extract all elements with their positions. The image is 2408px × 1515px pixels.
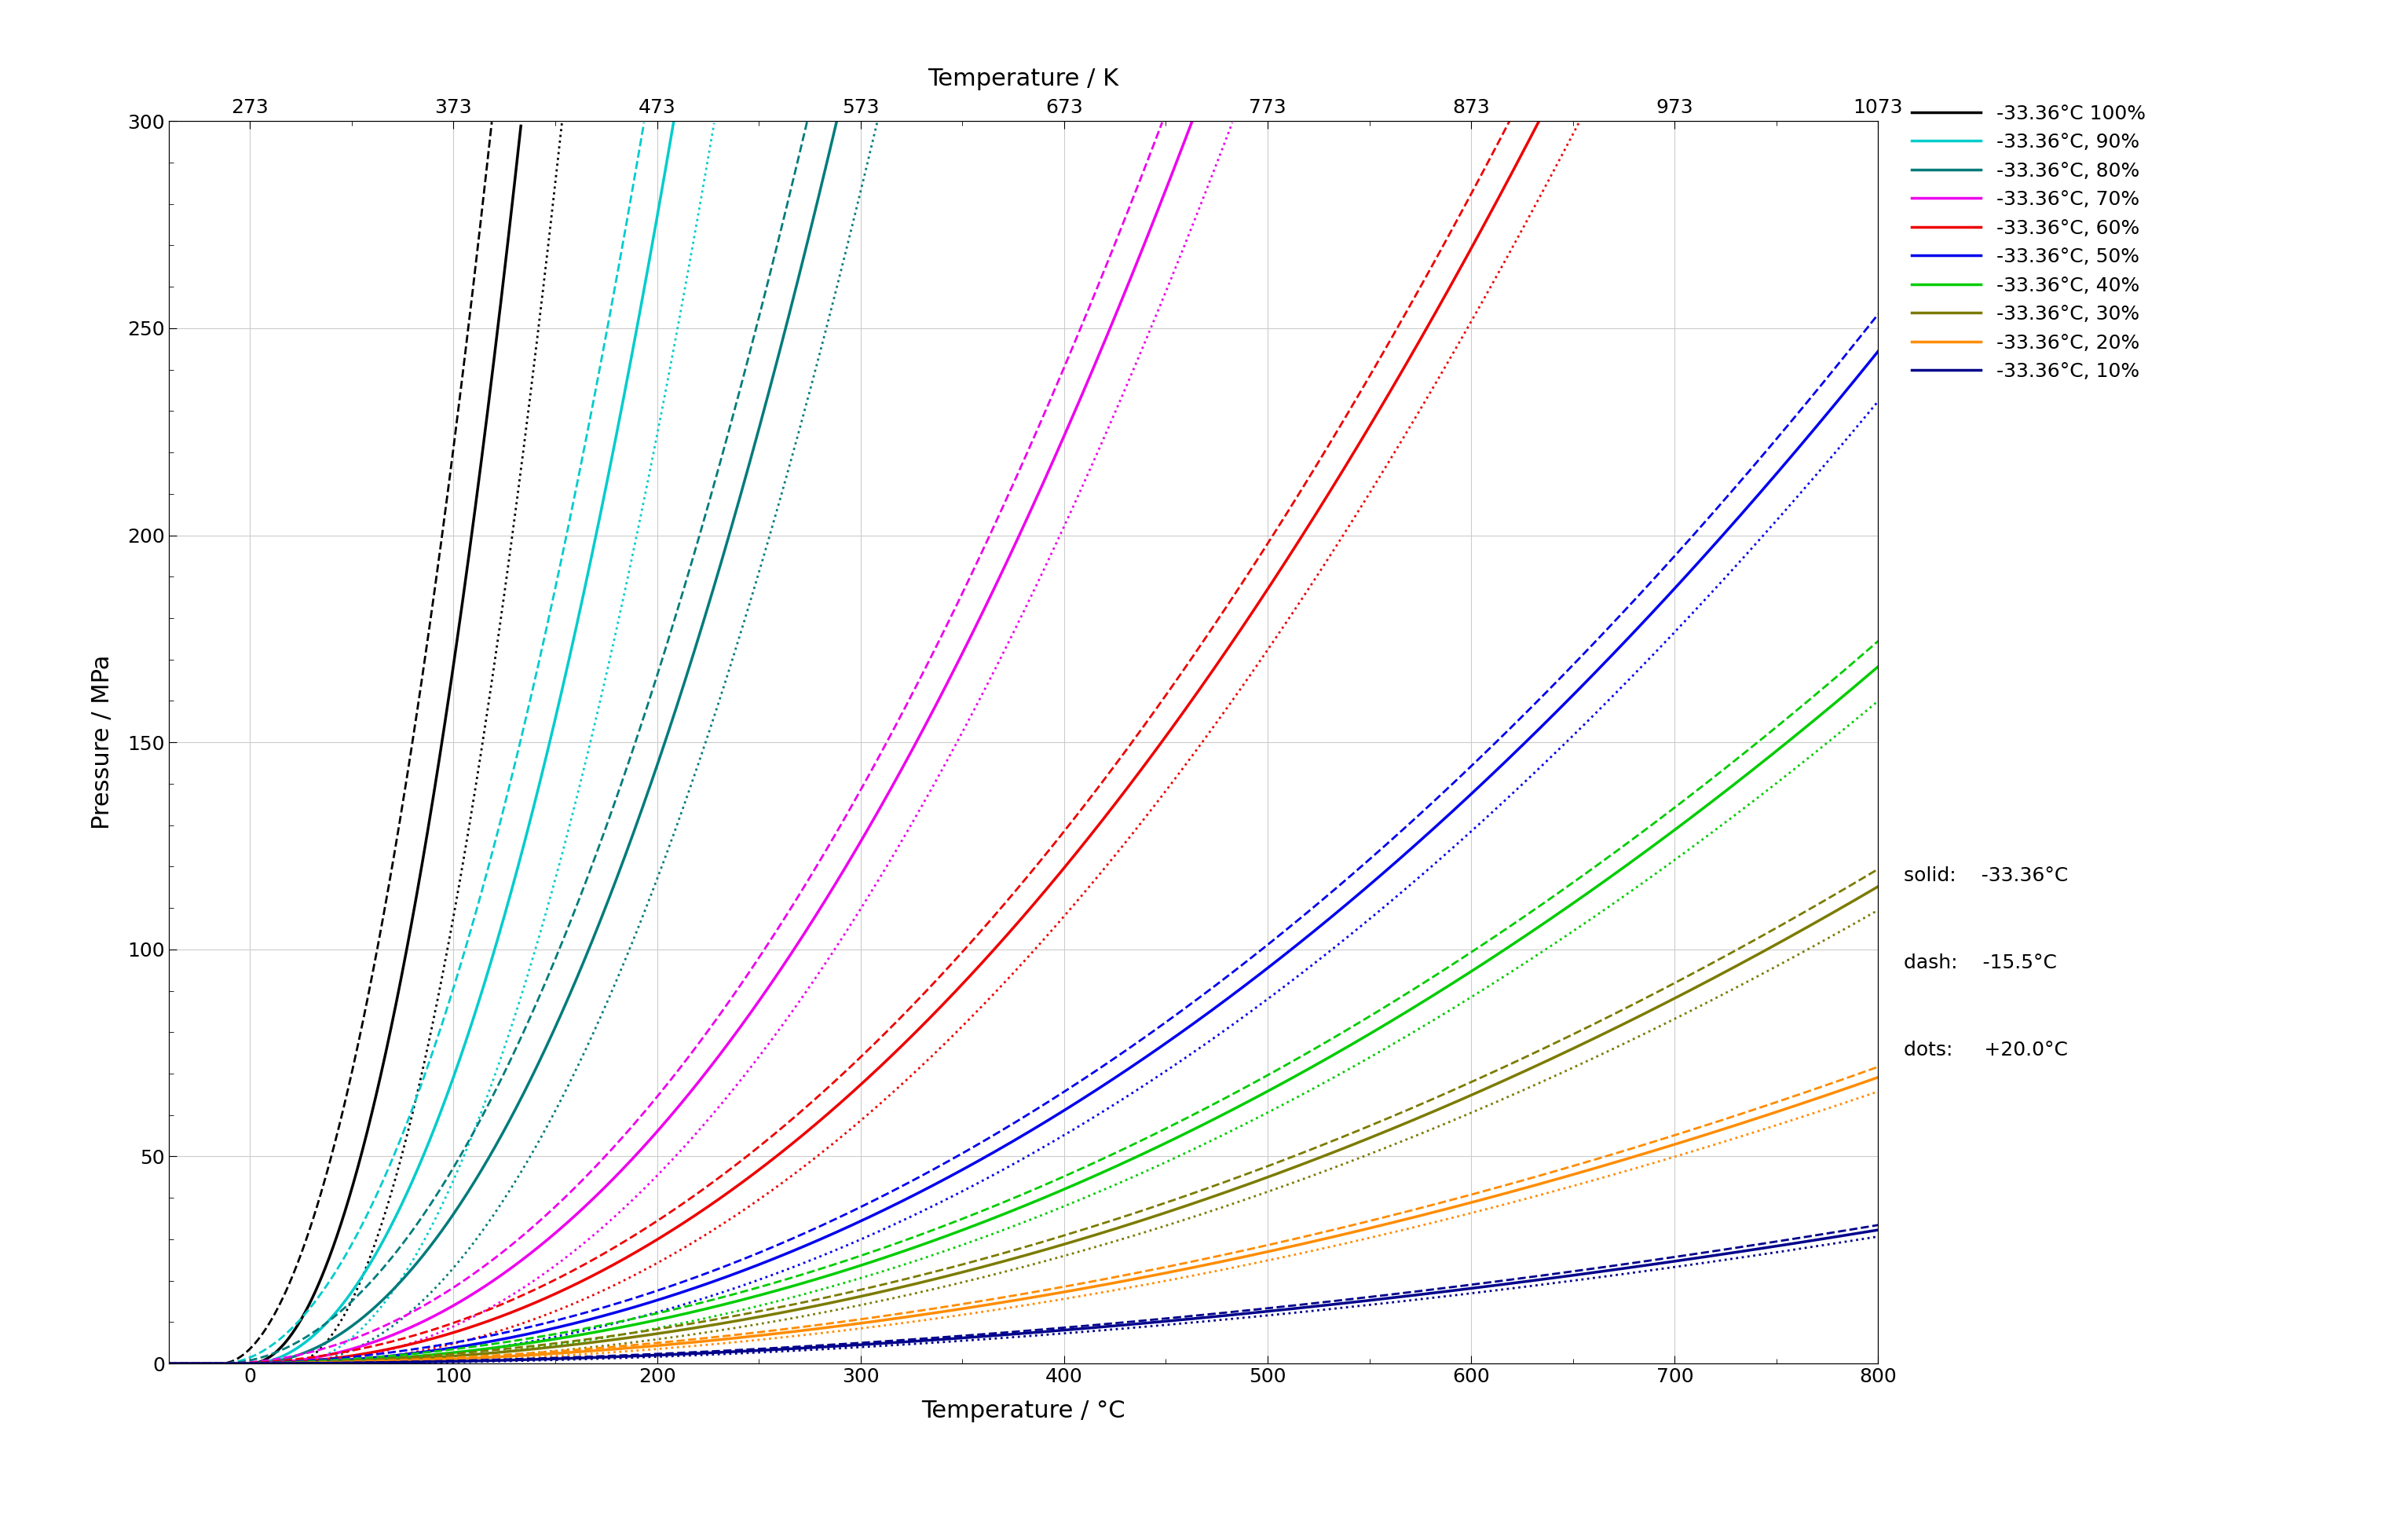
Text: dash:    -15.5°C: dash: -15.5°C: [1905, 953, 2056, 973]
X-axis label: Temperature / °C: Temperature / °C: [922, 1400, 1125, 1423]
Text: solid:    -33.36°C: solid: -33.36°C: [1905, 867, 2068, 885]
X-axis label: Temperature / K: Temperature / K: [927, 67, 1120, 91]
Legend: -33.36°C 100%, -33.36°C, 90%, -33.36°C, 80%, -33.36°C, 70%, -33.36°C, 60%, -33.3: -33.36°C 100%, -33.36°C, 90%, -33.36°C, …: [1905, 97, 2153, 389]
Text: dots:     +20.0°C: dots: +20.0°C: [1905, 1041, 2068, 1059]
Y-axis label: Pressure / MPa: Pressure / MPa: [92, 654, 113, 830]
